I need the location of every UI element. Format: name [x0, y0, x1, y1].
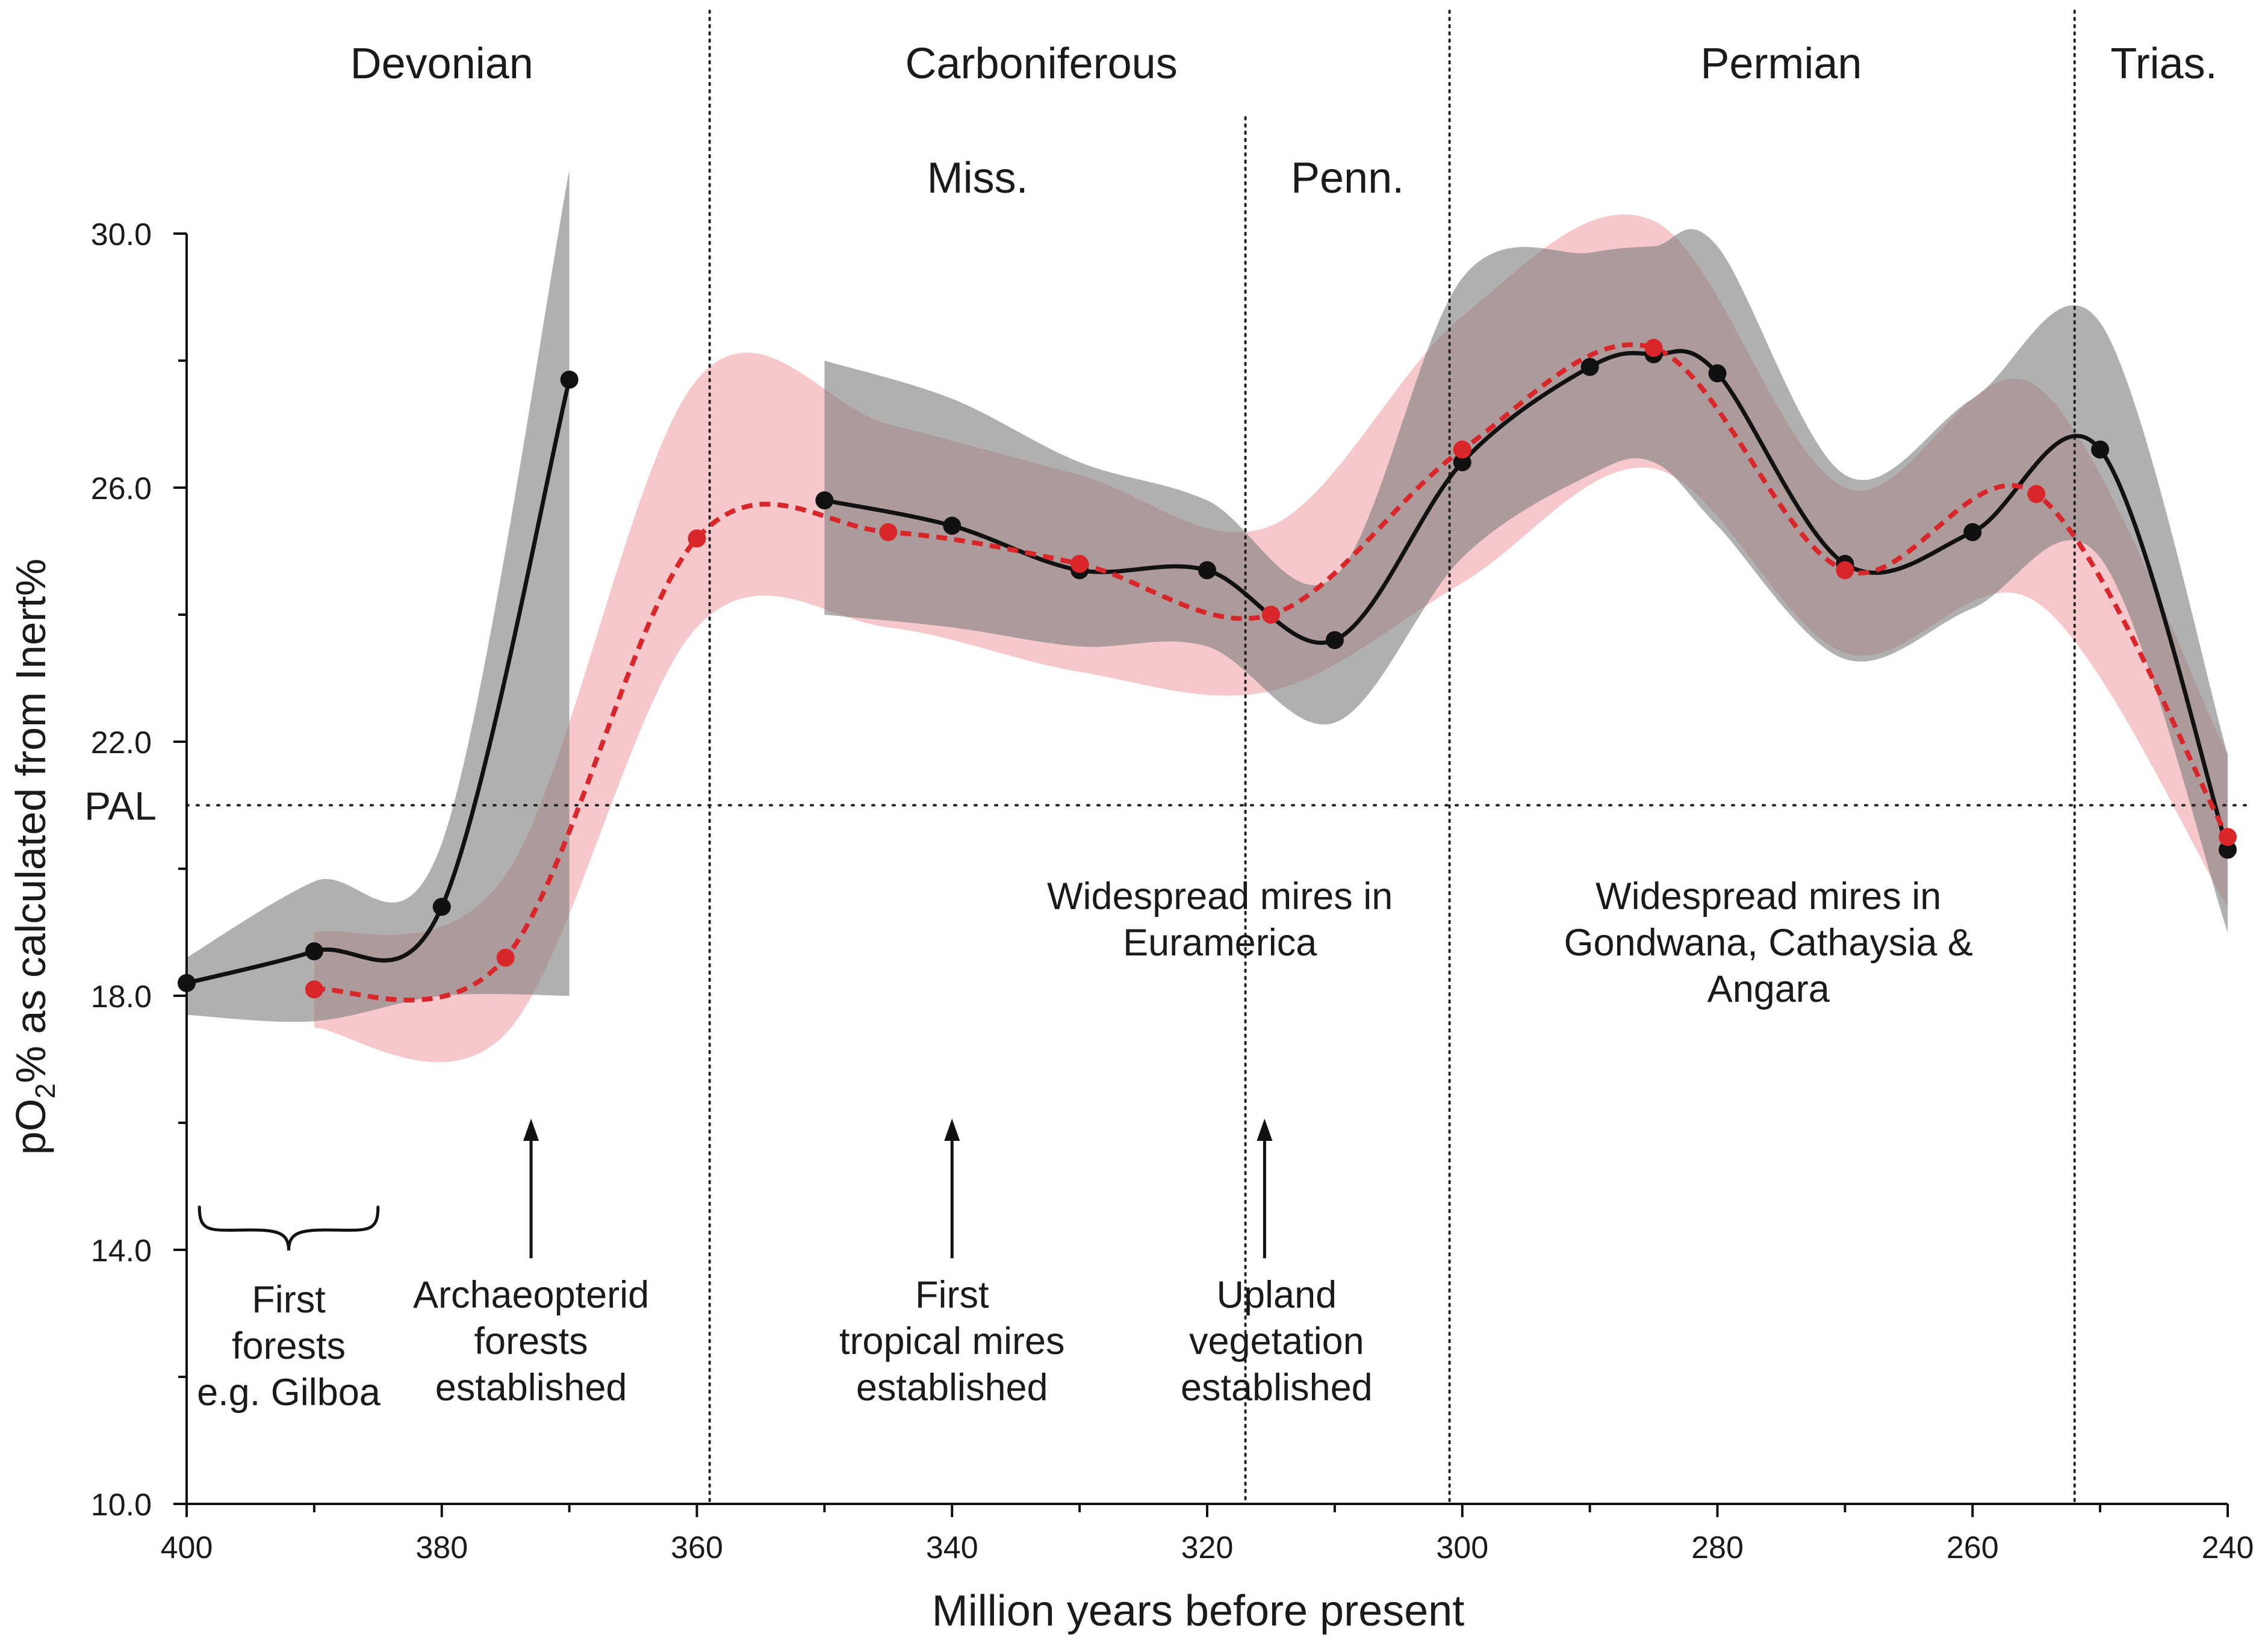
annotation-gondwana-line: Angara	[1707, 968, 1830, 1010]
y-tick-label: 10.0	[91, 1488, 152, 1523]
red-point	[1836, 561, 1854, 580]
y-tick-label: 26.0	[91, 471, 152, 506]
black-point	[2091, 440, 2110, 459]
red-point	[1070, 554, 1089, 573]
y-tick-label: 30.0	[91, 217, 152, 252]
red-point	[688, 529, 706, 548]
black-point	[2219, 840, 2237, 859]
x-axis-label: Million years before present	[932, 1587, 1464, 1635]
y-label-subscript: 2	[30, 1083, 61, 1099]
black-point	[1325, 631, 1344, 650]
y-label-prefix: pO	[7, 1099, 54, 1155]
annotation-archaeopterid-line: established	[435, 1367, 627, 1409]
x-tick-label: 340	[926, 1530, 978, 1565]
period-label: Permian	[1700, 40, 1862, 88]
black-point	[1963, 523, 1982, 541]
black-band-1	[824, 229, 2228, 933]
red-point	[305, 980, 323, 999]
black-point	[305, 942, 323, 961]
black-point	[432, 898, 451, 916]
annotation-tropical-mires-line: established	[856, 1367, 1048, 1409]
x-tick-label: 360	[671, 1530, 723, 1565]
black-line-0	[184, 377, 572, 986]
black-point	[943, 517, 962, 535]
annotation-archaeopterid-line: Archaeopterid	[413, 1274, 649, 1316]
annotation-upland-arrow-head	[1257, 1119, 1273, 1141]
black-point	[1453, 453, 1471, 471]
black-point	[1580, 358, 1599, 376]
black-point	[1708, 364, 1727, 383]
y-label-suffix: % as calculated from Inert%	[7, 559, 54, 1083]
annotation-first-forests-line: First	[252, 1279, 326, 1321]
black-band-0	[187, 170, 570, 1022]
pal-label: PAL	[84, 784, 157, 828]
red-point	[2027, 485, 2046, 503]
black-point	[178, 974, 196, 992]
annotation-tropical-mires-line: tropical mires	[839, 1320, 1065, 1362]
reference-lines	[185, 10, 2253, 1505]
annotation-archaeopterid-line: forests	[474, 1320, 588, 1362]
x-tick-label: 240	[2202, 1530, 2254, 1565]
subperiod-label: Penn.	[1291, 154, 1404, 202]
x-tick-label: 400	[161, 1530, 213, 1565]
period-label: Devonian	[350, 40, 533, 88]
annotation-gondwana-line: Gondwana, Cathaysia &	[1564, 922, 1973, 964]
annotation-archaeopterid-arrow-head	[523, 1119, 539, 1141]
red-point	[1453, 440, 1471, 459]
y-tick-label: 14.0	[91, 1234, 152, 1268]
period-label: Carboniferous	[905, 40, 1177, 88]
series-points	[178, 338, 2237, 999]
annotation-first-forests-brace	[197, 1205, 380, 1251]
y-tick-label: 18.0	[91, 980, 152, 1014]
red-point	[879, 523, 898, 541]
series-lines	[184, 342, 2230, 1003]
black-point	[815, 491, 834, 510]
red-point	[496, 948, 515, 967]
y-axis-label: pO2% as calculated from Inert%	[7, 559, 61, 1155]
red-line-0	[314, 342, 2230, 1003]
red-point	[2219, 828, 2237, 846]
x-tick-label: 260	[1947, 1530, 1999, 1565]
annotation-upland-line: established	[1181, 1367, 1373, 1409]
annotation-euramerica-line: Widespread mires in	[1047, 875, 1393, 918]
annotation-euramerica-line: Euramerica	[1123, 922, 1317, 964]
annotation-upland-line: Upland	[1217, 1274, 1337, 1316]
x-tick-label: 300	[1436, 1530, 1488, 1565]
subperiod-label: Miss.	[927, 154, 1028, 202]
annotation-upland-line: vegetation	[1189, 1320, 1364, 1362]
period-label: Trias.	[2110, 40, 2217, 88]
black-point	[560, 370, 579, 389]
annotation-first-forests-line: e.g. Gilboa	[197, 1371, 381, 1414]
y-tick-label: 22.0	[91, 725, 152, 760]
axes: 10.0 14.0 18.0 22.0 26.0 30.0 400 380 360 340 320 3…	[91, 217, 2254, 1565]
x-tick-label: 320	[1181, 1530, 1234, 1565]
x-tick-label: 380	[415, 1530, 468, 1565]
red-point	[1644, 338, 1663, 357]
annotation-tropical-mires-arrow-head	[944, 1119, 960, 1141]
x-tick-label: 280	[1691, 1530, 1744, 1565]
chart-labels: PAL Million years before present pO2% as c…	[7, 40, 2217, 1635]
red-point	[1261, 606, 1280, 624]
annotation-tropical-mires-line: First	[915, 1274, 989, 1316]
annotation-first-forests-line: forests	[232, 1325, 346, 1367]
annotation-gondwana-line: Widespread mires in	[1596, 875, 1941, 918]
black-point	[1198, 561, 1216, 580]
